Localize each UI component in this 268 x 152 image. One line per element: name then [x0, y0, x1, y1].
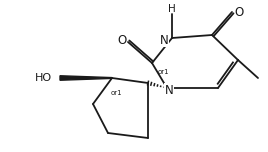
Text: H: H — [168, 4, 176, 14]
Text: or1: or1 — [158, 69, 170, 75]
Polygon shape — [60, 76, 112, 80]
Text: or1: or1 — [111, 90, 123, 96]
Text: O: O — [117, 35, 126, 47]
Text: N: N — [160, 33, 168, 47]
Text: N: N — [165, 83, 173, 97]
Text: O: O — [234, 7, 244, 19]
Text: HO: HO — [35, 73, 52, 83]
